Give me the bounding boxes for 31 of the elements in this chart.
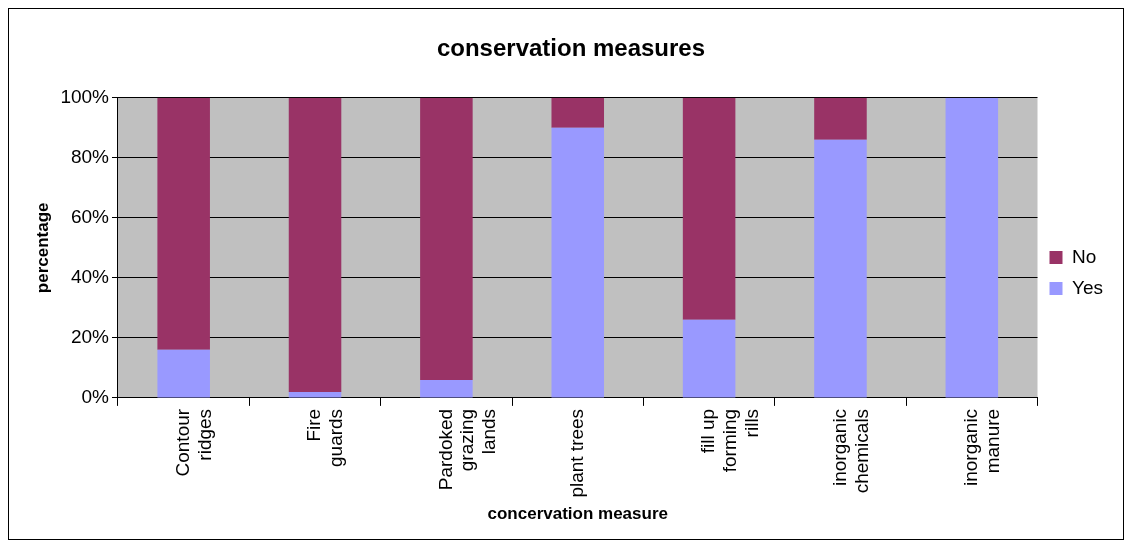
- bar: [945, 97, 999, 398]
- x-tick-label: Pardoked grazing lands: [434, 408, 500, 491]
- x-tick-label: inorganic chemicals: [828, 408, 872, 494]
- y-tick-label: 20%: [70, 326, 110, 348]
- legend-label: Yes: [1072, 276, 1103, 298]
- y-tick-label: 100%: [60, 86, 110, 108]
- bar: [288, 391, 342, 398]
- bar: [814, 97, 867, 140]
- y-tick-label: 80%: [70, 146, 110, 168]
- x-tick-label: fill up forming rills: [697, 408, 763, 473]
- x-tick-label: Contour ridges: [171, 408, 215, 477]
- bar: [157, 97, 210, 350]
- bar: [157, 349, 210, 398]
- x-tick-label: inorganic manure: [960, 408, 1003, 486]
- x-tick-label: Fire guards: [303, 408, 347, 467]
- y-tick-label: 60%: [70, 206, 110, 228]
- bar: [682, 97, 736, 320]
- bar: [288, 97, 342, 392]
- bar: [420, 379, 473, 398]
- y-tick-label: 40%: [70, 266, 110, 288]
- y-tick-label: 0%: [81, 386, 110, 408]
- x-axis-title: concervation measure: [487, 504, 668, 524]
- bar: [551, 97, 605, 128]
- bar: [682, 319, 736, 398]
- chart-title: conservation measures: [436, 34, 706, 62]
- bar: [814, 139, 867, 398]
- x-tick-label: plant trees: [565, 408, 587, 498]
- legend-label: No: [1072, 245, 1097, 267]
- bar: [420, 97, 473, 380]
- bar: [551, 127, 605, 398]
- y-axis-title: percentage: [32, 202, 52, 294]
